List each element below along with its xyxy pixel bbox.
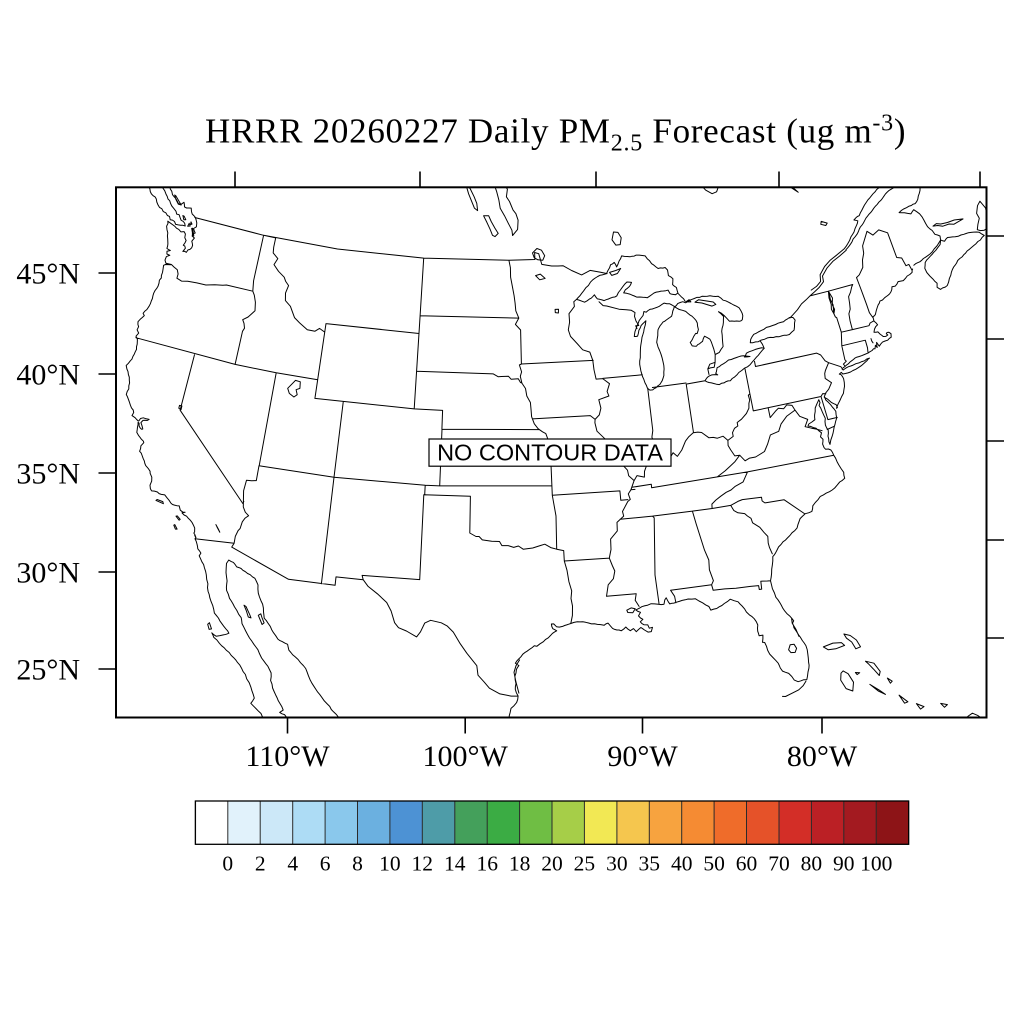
svg-text:80°W: 80°W xyxy=(787,740,858,773)
svg-text:100: 100 xyxy=(860,852,892,876)
svg-text:10: 10 xyxy=(379,852,401,876)
svg-text:4: 4 xyxy=(287,852,298,876)
svg-text:25°N: 25°N xyxy=(16,654,80,687)
svg-text:25: 25 xyxy=(574,852,596,876)
svg-text:6: 6 xyxy=(320,852,331,876)
svg-text:35°N: 35°N xyxy=(16,458,80,491)
svg-text:8: 8 xyxy=(352,852,363,876)
svg-text:80: 80 xyxy=(801,852,823,876)
svg-text:90: 90 xyxy=(833,852,855,876)
svg-text:20: 20 xyxy=(541,852,563,876)
svg-text:30°N: 30°N xyxy=(16,557,80,590)
svg-text:12: 12 xyxy=(412,852,434,876)
svg-text:NO CONTOUR DATA: NO CONTOUR DATA xyxy=(437,440,663,466)
svg-text:60: 60 xyxy=(736,852,758,876)
svg-text:50: 50 xyxy=(703,852,725,876)
svg-text:100°W: 100°W xyxy=(423,740,509,773)
svg-text:45°N: 45°N xyxy=(16,258,80,291)
svg-text:2: 2 xyxy=(255,852,266,876)
svg-text:30: 30 xyxy=(606,852,628,876)
svg-text:18: 18 xyxy=(509,852,531,876)
svg-text:35: 35 xyxy=(639,852,661,876)
svg-text:40°N: 40°N xyxy=(16,359,80,392)
svg-text:90°W: 90°W xyxy=(607,740,678,773)
svg-text:0: 0 xyxy=(222,852,233,876)
svg-text:110°W: 110°W xyxy=(245,740,330,773)
svg-text:14: 14 xyxy=(444,852,466,876)
svg-text:70: 70 xyxy=(768,852,790,876)
svg-text:16: 16 xyxy=(476,852,498,876)
svg-text:40: 40 xyxy=(671,852,693,876)
svg-text:HRRR 20260227 Daily PM2.5 Fore: HRRR 20260227 Daily PM2.5 Forecast (ug m… xyxy=(205,111,906,157)
